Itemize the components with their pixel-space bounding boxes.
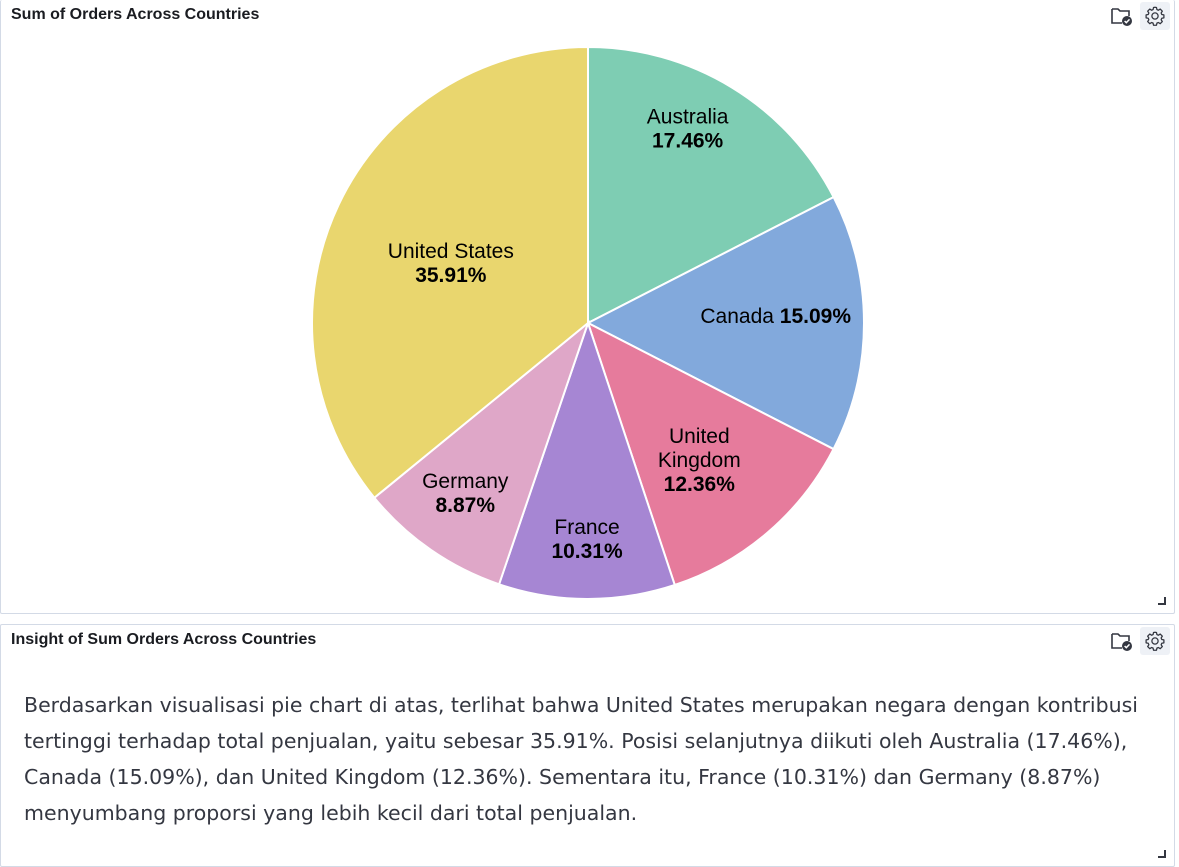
slice-label-percent: 10.31% [551,540,623,563]
slice-label-text: Canada 15.09% [700,305,851,328]
insight-panel: Insight of Sum Orders Across Countries B… [0,624,1175,867]
chart-panel: Sum of Orders Across Countries Australia… [0,0,1175,614]
slice-label-name: France [554,516,619,539]
chart-panel-title: Sum of Orders Across Countries [11,6,260,23]
gear-icon[interactable] [1140,627,1170,655]
resize-handle[interactable] [1158,597,1166,605]
slice-label-name: Kingdom [658,449,741,472]
slice-label-percent: 8.87% [435,494,495,517]
slice-label-percent: 35.91% [415,264,487,287]
pie-slice-united-states[interactable] [311,45,589,500]
resize-handle[interactable] [1158,850,1166,858]
slice-label-name: Australia [647,105,729,128]
folder-check-icon[interactable] [1106,2,1136,30]
pie-slice-germany[interactable] [372,320,591,586]
slice-label-canada: Canada 15.09% [700,305,851,328]
slice-label-name: United States [388,240,514,263]
slice-label-name: Germany [422,470,509,493]
slice-label-percent: 12.36% [664,473,736,496]
pie-slice-australia[interactable] [587,45,835,325]
chart-panel-actions [1106,2,1170,30]
insight-panel-title: Insight of Sum Orders Across Countries [11,631,317,648]
insight-panel-actions [1106,627,1170,655]
pie-slice-france[interactable] [497,319,677,600]
slice-label-percent: 17.46% [652,129,724,152]
pie-slice-united-kingdom[interactable] [586,320,835,587]
insight-text: Berdasarkan visualisasi pie chart di ata… [24,693,1138,825]
gear-icon[interactable] [1140,2,1170,30]
slice-label-name: United [669,425,730,448]
folder-check-icon[interactable] [1106,627,1136,655]
pie-slice-canada[interactable] [585,195,865,451]
